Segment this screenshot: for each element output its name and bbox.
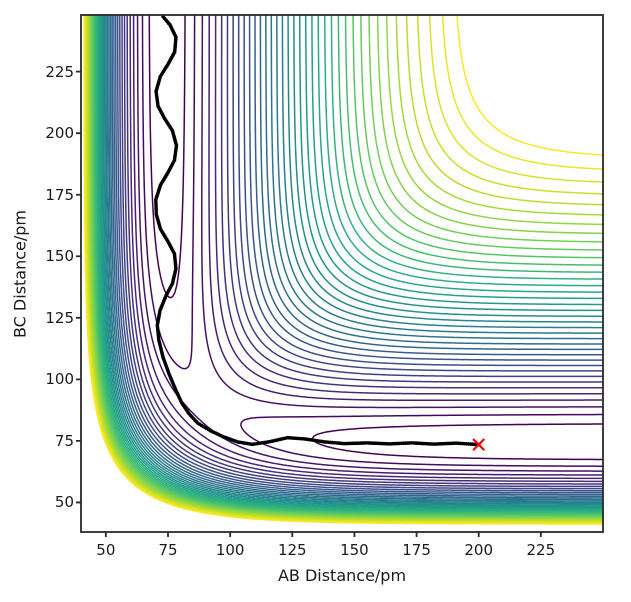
y-tick-label: 225 bbox=[45, 62, 74, 81]
x-tick-label: 75 bbox=[158, 541, 178, 559]
x-tick-label: 125 bbox=[277, 541, 307, 559]
y-tick-label: 125 bbox=[45, 308, 74, 327]
y-tick-label: 175 bbox=[45, 185, 74, 204]
x-axis-label: AB Distance/pm bbox=[277, 566, 407, 585]
y-tick-label: 75 bbox=[54, 431, 74, 450]
x-tick-label: 175 bbox=[402, 541, 431, 559]
x-tick-label: 100 bbox=[215, 541, 245, 559]
y-tick-label: 50 bbox=[54, 493, 74, 512]
x-tick-label: 50 bbox=[96, 541, 116, 559]
x-tick-label: 225 bbox=[526, 541, 556, 559]
x-tick-label: 150 bbox=[340, 541, 369, 559]
y-axis-label: BC Distance/pm bbox=[10, 209, 30, 338]
y-tick-label: 200 bbox=[45, 124, 74, 143]
y-tick-label: 150 bbox=[45, 247, 74, 266]
y-tick-label: 100 bbox=[45, 370, 74, 389]
x-tick-label: 200 bbox=[464, 541, 494, 559]
